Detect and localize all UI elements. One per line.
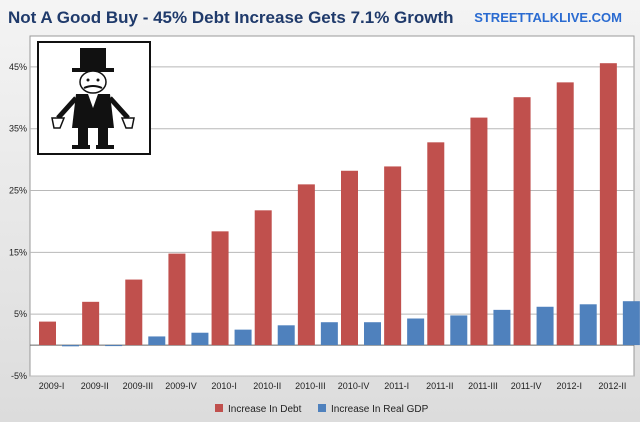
- y-axis-ticks: -5% 5% 15% 25% 35% 45%: [9, 62, 27, 381]
- bar-gdp: [320, 322, 338, 346]
- bar-gdp: [407, 318, 425, 346]
- x-tick-label: 2011-II: [426, 381, 453, 391]
- legend-swatch-debt: [215, 404, 223, 412]
- bar-debt: [427, 142, 445, 346]
- bar-debt: [39, 321, 56, 346]
- bar-debt: [384, 166, 402, 346]
- bar-debt: [297, 184, 315, 346]
- y-tick-label: 25%: [9, 186, 27, 196]
- bar-gdp: [450, 315, 468, 346]
- bars: [39, 63, 640, 347]
- bar-debt: [513, 97, 531, 346]
- bar-debt: [341, 170, 358, 346]
- x-tick-label: 2010-II: [253, 381, 281, 391]
- bar-debt: [599, 63, 617, 346]
- bar-debt: [556, 82, 574, 346]
- bar-gdp: [493, 309, 511, 346]
- bar-gdp: [234, 329, 252, 346]
- y-tick-label: 15%: [9, 247, 27, 257]
- x-tick-label: 2009-III: [123, 381, 154, 391]
- bar-debt: [82, 301, 100, 346]
- bar-gdp: [364, 322, 381, 346]
- bar-debt: [168, 253, 186, 346]
- legend: Increase In Debt Increase In Real GDP: [215, 404, 429, 415]
- x-tick-label: 2009-II: [81, 381, 109, 391]
- bar-debt: [254, 210, 272, 346]
- bar-gdp: [536, 306, 554, 346]
- x-tick-label: 2010-I: [211, 381, 237, 391]
- bar-debt: [470, 117, 488, 346]
- x-tick-label: 2012-I: [557, 381, 583, 391]
- bar-gdp: [105, 345, 123, 347]
- x-tick-label: 2011-I: [384, 381, 409, 391]
- x-tick-label: 2009-IV: [165, 381, 197, 391]
- x-tick-label: 2011-IV: [511, 381, 542, 391]
- y-tick-label: 5%: [14, 309, 27, 319]
- legend-label-debt: Increase In Debt: [228, 404, 302, 415]
- bar-gdp: [62, 345, 79, 347]
- chart-title: Not A Good Buy - 45% Debt Increase Gets …: [8, 8, 454, 27]
- y-tick-label: 45%: [9, 62, 27, 72]
- bar-gdp: [191, 332, 209, 346]
- monopoly-man-icon: [37, 41, 151, 155]
- x-tick-label: 2010-III: [295, 381, 326, 391]
- bar-gdp: [622, 301, 640, 346]
- y-tick-label: 35%: [9, 124, 27, 134]
- x-axis-ticks: 2009-I 2009-II 2009-III 2009-IV 2010-I 2010-I…: [39, 381, 627, 391]
- legend-swatch-gdp: [318, 404, 326, 412]
- bar-gdp: [579, 304, 597, 346]
- x-tick-label: 2012-II: [598, 381, 626, 391]
- bar-gdp: [148, 336, 166, 346]
- legend-label-gdp: Increase In Real GDP: [331, 404, 429, 415]
- y-tick-label: -5%: [11, 371, 27, 381]
- x-tick-label: 2011-III: [468, 381, 498, 391]
- x-tick-label: 2010-IV: [338, 381, 370, 391]
- x-tick-label: 2009-I: [39, 381, 65, 391]
- bar-debt: [211, 231, 229, 346]
- bar-debt: [125, 279, 143, 346]
- bar-gdp: [277, 325, 295, 346]
- watermark-text: STREETTALKLIVE.COM: [474, 10, 622, 25]
